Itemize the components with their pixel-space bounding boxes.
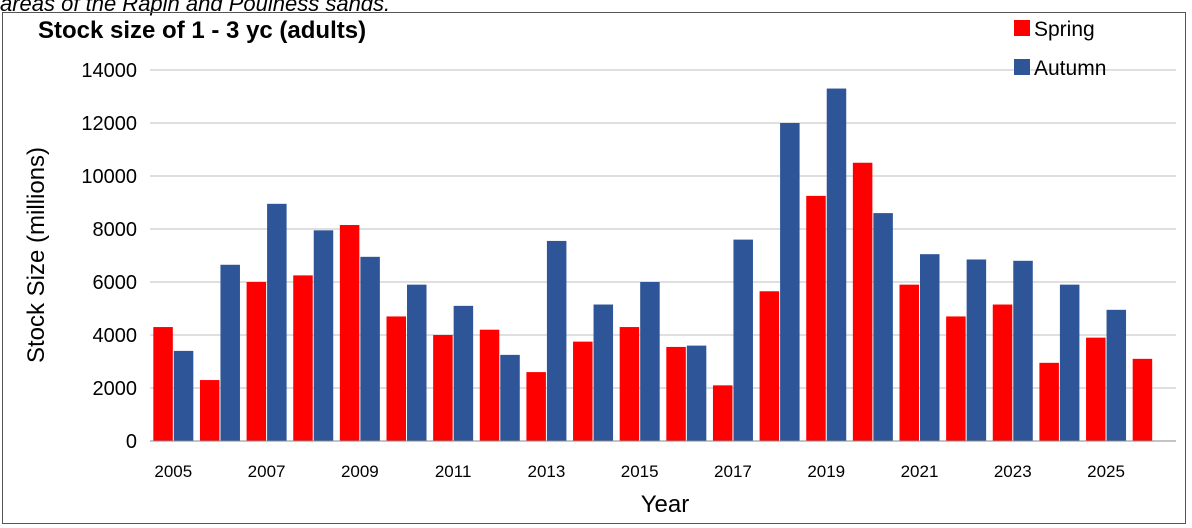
x-tick-label: 2015 [621,462,659,481]
bar-spring-2008 [293,275,313,441]
bar-autumn-2007 [267,203,287,441]
legend-swatch-spring [1014,20,1030,36]
bar-spring-2026 [1132,358,1153,441]
y-tick-label: 14000 [81,60,137,82]
x-tick-label: 2023 [994,462,1032,481]
bar-spring-2023 [992,304,1013,441]
legend-label-spring: Spring [1034,18,1095,41]
bar-autumn-2014 [593,304,614,441]
y-tick-label: 4000 [93,325,138,347]
y-axis-label: Stock Size (millions) [23,147,50,363]
bar-spring-2005 [153,327,173,441]
x-tick-label: 2013 [527,462,565,481]
x-tick-label: 2011 [435,462,472,481]
x-tick-label: 2017 [714,462,752,481]
bar-spring-2012 [479,329,500,441]
legend: Spring Autumn [1014,18,1106,80]
y-tick-label: 0 [126,431,137,453]
bar-autumn-2018 [780,123,800,441]
y-tick-label: 8000 [93,219,138,241]
legend-label-autumn: Autumn [1034,57,1106,80]
bar-spring-2020 [852,162,873,441]
x-tick-label: 2019 [807,462,845,481]
bar-autumn-2021 [920,254,940,441]
chart-frame [2,12,1186,524]
bar-autumn-2011 [453,305,474,441]
x-tick-label: 2009 [341,462,379,481]
bar-autumn-2022 [966,259,987,441]
x-tick-label: 2005 [154,462,192,481]
bar-autumn-2025 [1106,309,1127,441]
bar-autumn-2019 [826,88,847,442]
bar-spring-2025 [1086,337,1106,441]
bar-spring-2021 [899,284,919,441]
bar-spring-2006 [199,380,220,441]
bars [153,88,1153,442]
bar-spring-2024 [1039,362,1059,441]
legend-swatch-autumn [1014,59,1030,75]
y-tick-label: 6000 [93,272,138,294]
bar-spring-2014 [573,341,593,441]
bar-autumn-2010 [407,284,427,441]
bar-spring-2018 [759,291,780,441]
bar-autumn-2009 [360,256,380,441]
y-tick-label: 10000 [81,166,137,188]
bar-spring-2011 [433,335,453,441]
chart-title: Stock size of 1 - 3 yc (adults) [38,17,366,44]
x-tick-label: 2021 [901,462,939,481]
bar-spring-2022 [946,316,966,441]
x-axis-label: Year [641,491,690,518]
bar-autumn-2008 [313,230,334,441]
bar-autumn-2023 [1013,260,1033,441]
bar-autumn-2016 [686,345,707,441]
bar-autumn-2012 [500,354,520,441]
bar-autumn-2013 [546,240,567,441]
x-axis-ticks: 2005 2007 2009 2011 2013 2015 2017 2019 2021 2023… [154,462,1125,481]
bar-spring-2017 [712,385,733,441]
bar-autumn-2017 [733,239,753,441]
bar-autumn-2015 [640,282,660,441]
bar-spring-2010 [386,316,406,441]
bar-spring-2019 [806,195,826,441]
bar-autumn-2005 [173,350,194,441]
x-tick-label: 2007 [248,462,286,481]
bar-spring-2007 [246,282,267,441]
bar-spring-2016 [666,346,686,441]
y-tick-label: 2000 [93,378,138,400]
bar-spring-2015 [619,327,640,441]
bar-autumn-2024 [1059,284,1080,441]
bar-spring-2013 [526,372,546,441]
bar-autumn-2006 [220,264,240,441]
y-axis-ticks: 0 2000 4000 6000 8000 10000 12000 14000 [81,60,137,453]
bar-autumn-2020 [873,213,893,441]
bar-spring-2009 [339,225,360,441]
y-tick-label: 12000 [81,113,137,135]
x-tick-label: 2025 [1087,462,1125,481]
